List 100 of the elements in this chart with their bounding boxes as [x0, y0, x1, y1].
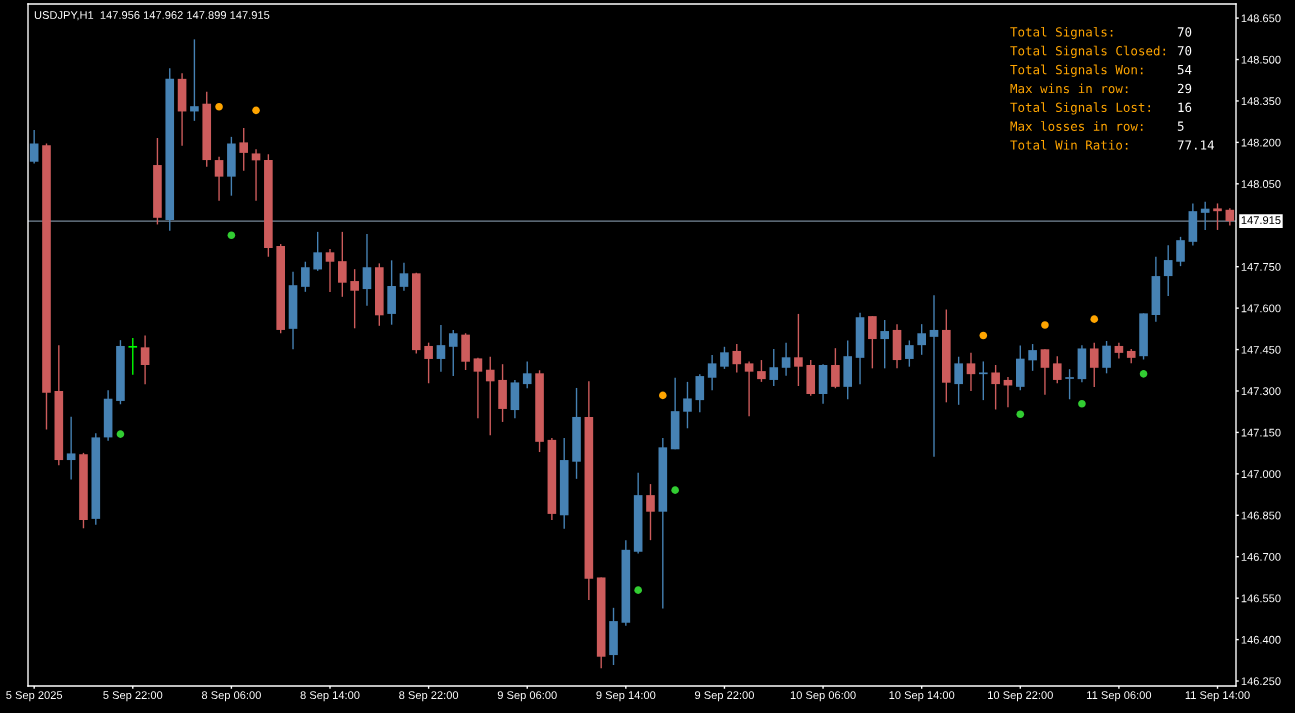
y-tick-label: 146.250 — [1241, 677, 1281, 686]
candlestick — [301, 261, 310, 293]
text: USDJPY,H1 147.956 147.962 147.899 147.915 — [34, 11, 270, 21]
candlestick — [929, 294, 939, 458]
candlestick — [781, 341, 791, 377]
candlestick — [954, 356, 963, 406]
candlestick — [1028, 343, 1037, 372]
annotation: Total Signals Lost: — [1010, 102, 1150, 115]
point — [671, 486, 679, 494]
y-tick-label: 148.050 — [1241, 180, 1281, 188]
candlestick — [769, 348, 779, 387]
candlestick — [436, 324, 446, 373]
candlestick — [473, 357, 483, 420]
candlestick — [338, 231, 347, 298]
candlestick — [522, 360, 532, 389]
candlestick — [66, 415, 76, 481]
point — [659, 391, 667, 400]
annotation: Total Signals Closed: — [1010, 45, 1166, 58]
point — [227, 231, 236, 239]
y-tick-label: 148.500 — [1241, 55, 1281, 64]
candlestick — [399, 262, 409, 292]
candlestick — [29, 129, 39, 165]
candlestick — [350, 268, 359, 329]
candlestick — [190, 38, 199, 122]
y-tick-label: 147.150 — [1241, 428, 1281, 437]
point — [1090, 315, 1099, 323]
candlestick — [732, 343, 742, 374]
point — [116, 430, 125, 438]
candlestick — [831, 347, 840, 389]
candlestick — [140, 334, 150, 386]
point — [215, 102, 223, 111]
x-tick-label: 9 Sep 14:00 — [596, 691, 656, 702]
x-tick-label: 5 Sep 22:00 — [103, 691, 163, 702]
y-tick-label: 148.350 — [1241, 97, 1281, 106]
candlestick — [868, 315, 877, 370]
x-tick-label: 11 Sep 14:00 — [1185, 691, 1250, 702]
candlestick — [485, 356, 495, 436]
annotation: Total Win Ratio: — [1010, 140, 1128, 150]
annotation: 16 — [1178, 102, 1192, 113]
x-tick-label: 8 Sep 22:00 — [399, 691, 459, 702]
candlestick — [707, 354, 717, 391]
x-tick-label: 11 Sep 06:00 — [1087, 691, 1152, 702]
annotation: 29 — [1177, 83, 1192, 94]
candlestick — [991, 364, 1000, 411]
candlestick — [448, 329, 458, 377]
candlestick — [1064, 368, 1075, 400]
point — [979, 331, 988, 340]
x-tick-label: 8 Sep 06:00 — [201, 691, 261, 702]
candlestick — [239, 127, 249, 172]
annotation: Total Signals Won: — [1010, 64, 1143, 77]
candlestick — [424, 341, 433, 384]
x-tick-label: 5 Sep 2025 — [6, 691, 63, 702]
y-tick-label: 146.850 — [1241, 511, 1281, 520]
x-tick-label: 9 Sep 06:00 — [497, 691, 557, 702]
x-tick-label: 10 Sep 06:00 — [790, 691, 856, 702]
candlestick — [720, 346, 729, 370]
candlestick — [794, 313, 803, 387]
y-tick-label: 147.750 — [1241, 262, 1281, 271]
candlestick — [646, 483, 655, 541]
x-tick-label: 9 Sep 22:00 — [695, 691, 754, 702]
annotation: 77.14 — [1177, 140, 1215, 150]
y-tick-label: 147.000 — [1241, 470, 1281, 478]
y-tick-label: 147.300 — [1241, 387, 1281, 396]
candlestick — [1163, 244, 1173, 297]
y-tick-label: 146.550 — [1241, 594, 1281, 603]
candlestick — [325, 248, 335, 293]
y-tick-label: 148.200 — [1241, 138, 1281, 147]
ref-line-label: 147.915 — [1241, 216, 1281, 225]
x-tick-label: 8 Sep 14:00 — [300, 691, 360, 702]
annotation: 54 — [1177, 65, 1192, 75]
annotation: Total Signals: — [1010, 26, 1113, 40]
candlestick — [683, 381, 692, 429]
point — [252, 106, 260, 115]
candlestick — [1089, 341, 1099, 388]
candlestick — [1052, 355, 1062, 384]
y-tick-label: 147.600 — [1241, 304, 1281, 313]
x-tick-label: 10 Sep 22:00 — [988, 691, 1053, 702]
annotation: 5 — [1177, 121, 1184, 131]
candlestick — [978, 360, 989, 401]
point — [1078, 399, 1086, 408]
annotation: Max wins in row: — [1010, 83, 1128, 94]
x-tick-label: 10 Sep 14:00 — [889, 691, 955, 702]
y-tick-label: 147.450 — [1241, 345, 1281, 354]
annotation: Max losses in row: — [1010, 121, 1143, 131]
candlestick — [1102, 340, 1111, 375]
y-tick-label: 148.650 — [1241, 14, 1281, 23]
annotation: 70 — [1177, 46, 1192, 56]
candlestick — [966, 352, 976, 392]
candlestick — [362, 233, 372, 307]
annotation: 70 — [1177, 27, 1192, 37]
candlestick — [127, 337, 138, 376]
point — [1041, 321, 1049, 329]
candlestick — [1040, 348, 1050, 396]
point — [1016, 410, 1025, 418]
candlestick — [744, 360, 754, 417]
candlestick — [880, 319, 890, 370]
candlestick — [917, 323, 926, 356]
candlestick — [251, 148, 261, 202]
y-tick-label: 146.400 — [1241, 635, 1281, 644]
candlestick — [313, 231, 322, 272]
